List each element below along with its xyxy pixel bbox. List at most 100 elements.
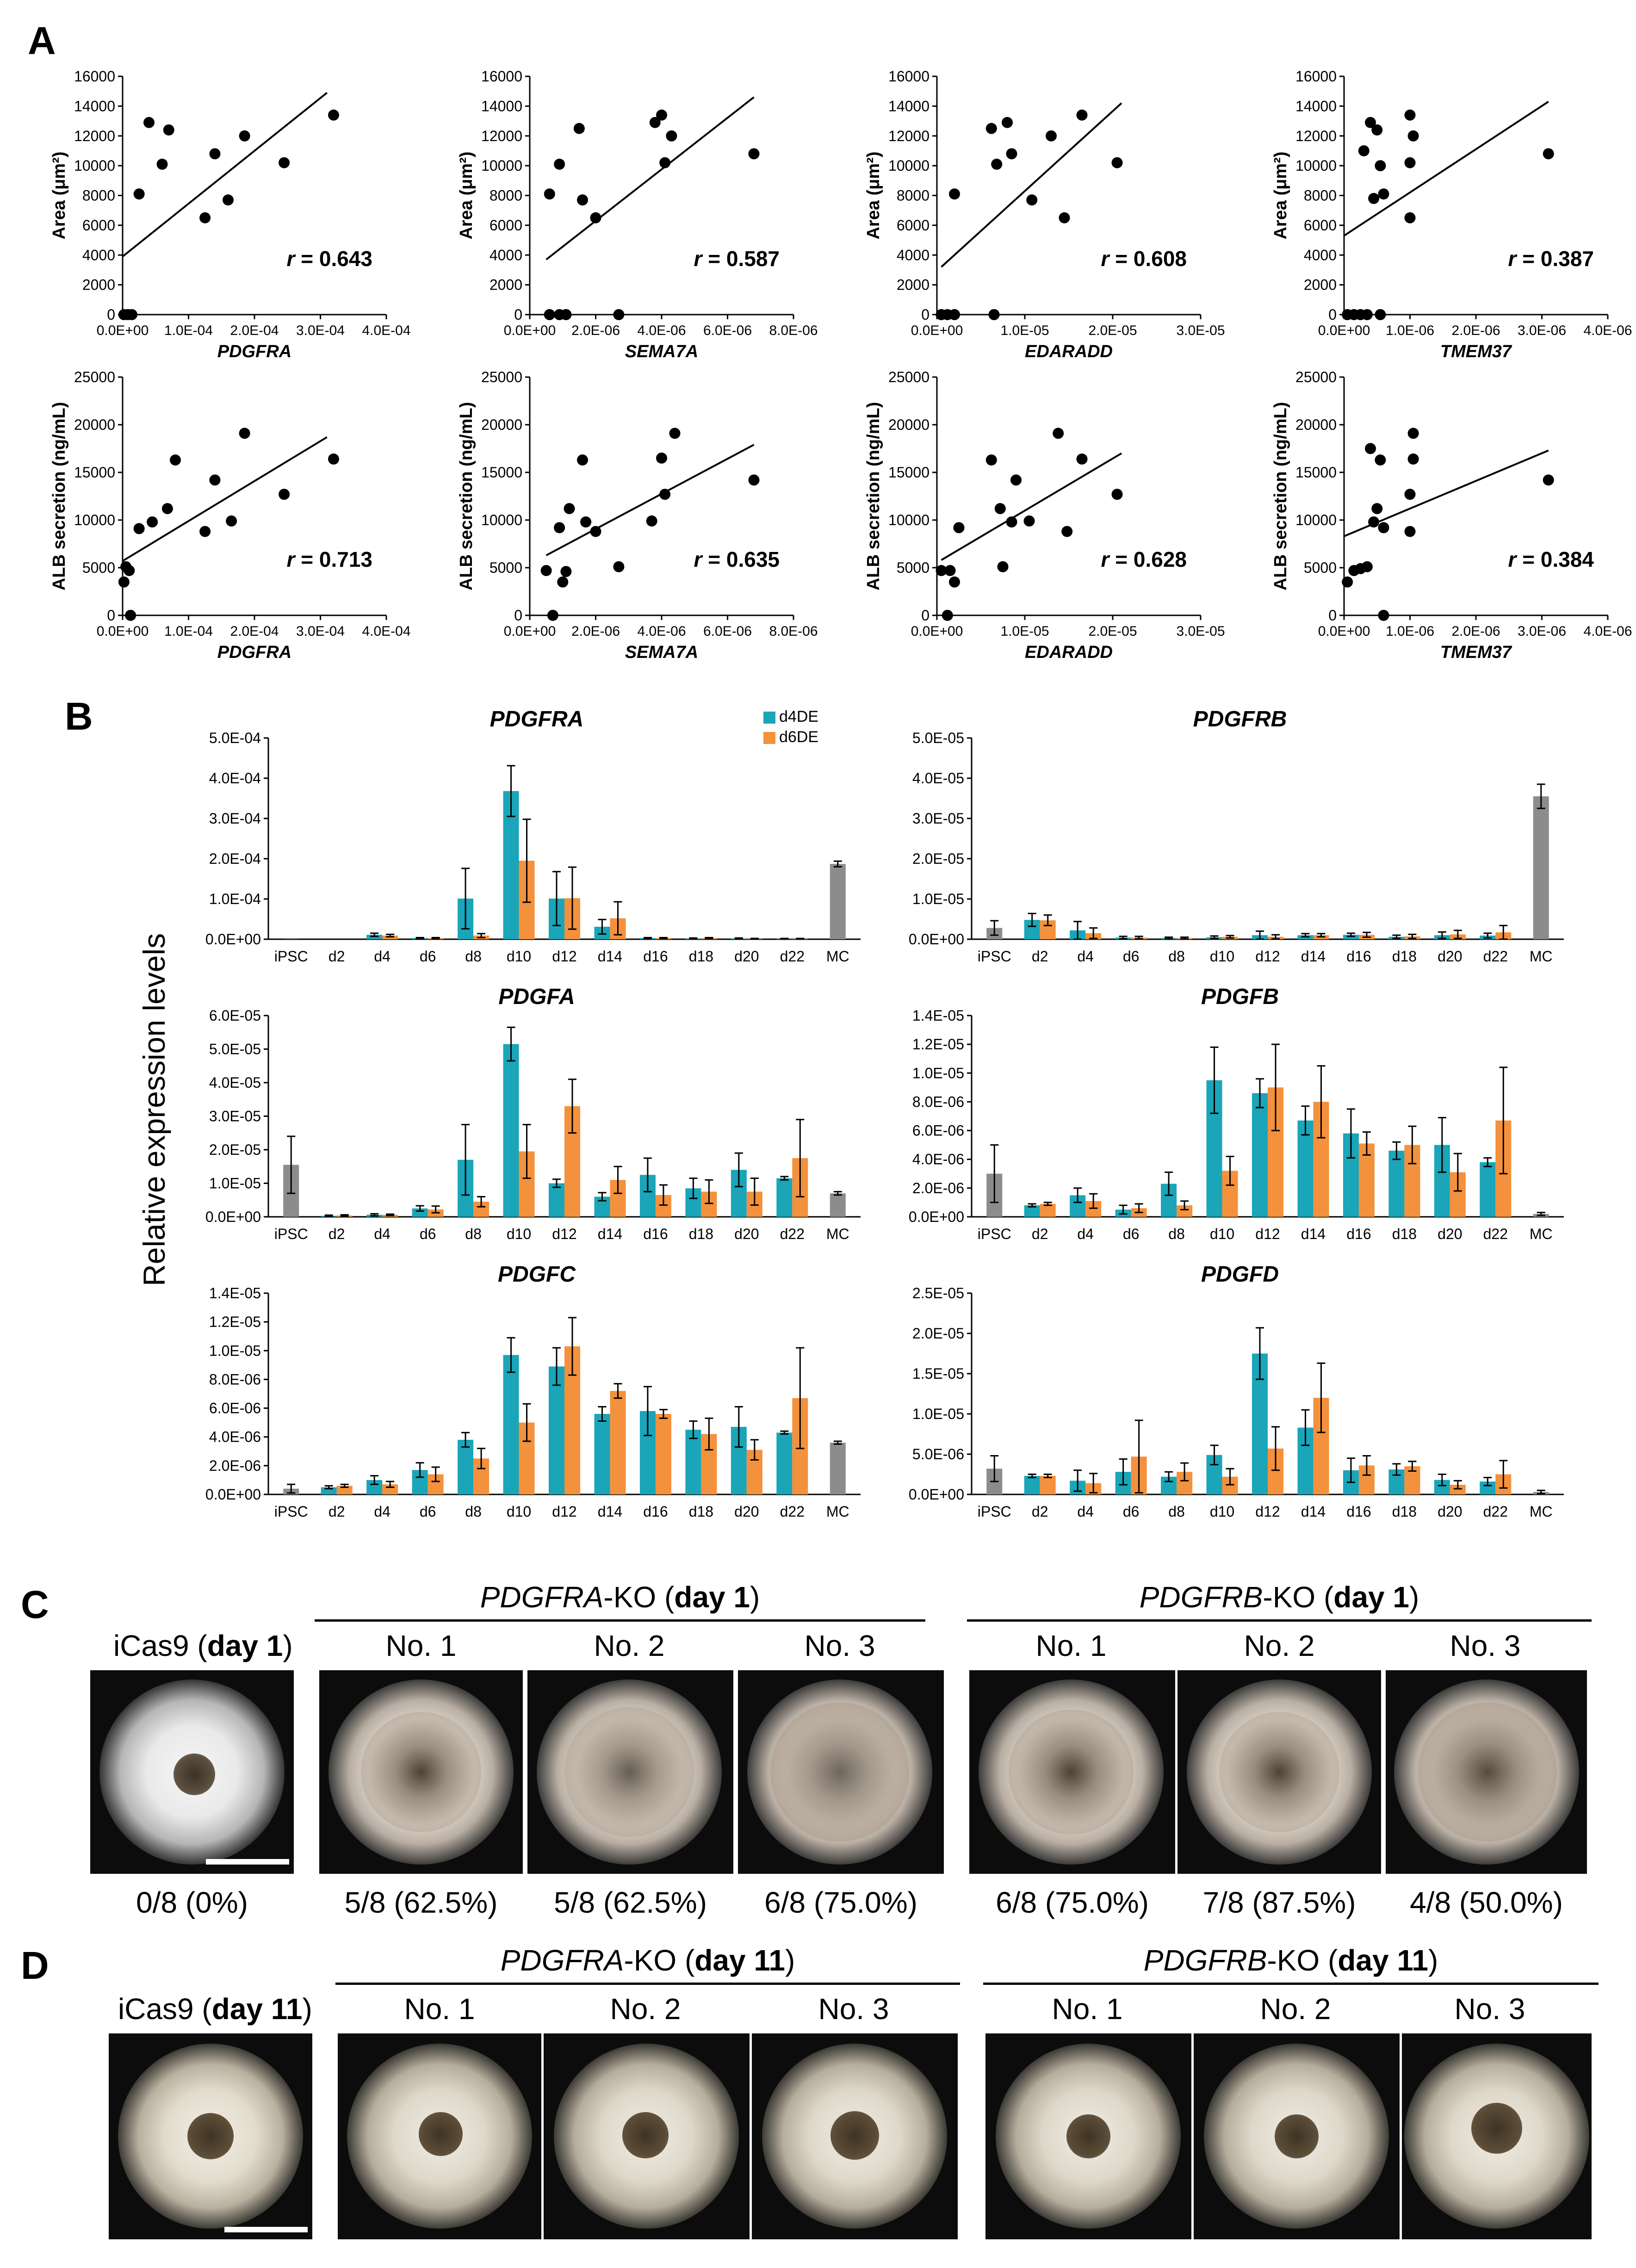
x-tick-label: 8.0E-06 (769, 323, 818, 338)
x-tick-label: d14 (1301, 1226, 1326, 1242)
data-point (1361, 309, 1373, 320)
data-point (1053, 428, 1064, 439)
scale-bar (224, 2227, 308, 2232)
data-point (577, 454, 588, 466)
y-tick-label: 15000 (481, 464, 522, 481)
x-tick-label: d2 (328, 1503, 345, 1520)
x-tick-label: d16 (643, 1503, 668, 1520)
panel-d-pdgfrb-ko-title: PDGFRB-KO (day 11) (1143, 1944, 1438, 1977)
panel-d-pdgfra-no3-label: No. 3 (818, 1992, 889, 2026)
x-tick-label: d8 (1168, 1226, 1185, 1242)
y-tick-label: 14000 (1295, 98, 1337, 114)
bar-chart-pdgfrb: 0.0E+00 1.0E-05 2.0E-05 3.0E-05 4.0E-05 5.0E-… (879, 707, 1582, 985)
bar (1040, 1204, 1056, 1217)
y-tick-label: 0 (514, 607, 522, 624)
bar (503, 1044, 519, 1217)
panel-d-pdgfra-no1-label: No. 1 (404, 1992, 475, 2026)
x-tick-label: d14 (1301, 948, 1326, 965)
x-tick-label: 1.0E-05 (1000, 624, 1049, 639)
bar (830, 1193, 846, 1217)
x-tick-label: 2.0E-06 (571, 624, 620, 639)
data-point (1006, 516, 1017, 528)
correlation-label: r = 0.587 (694, 247, 780, 271)
y-tick-label: 6000 (82, 217, 115, 234)
x-tick-label: 0.0E+00 (911, 624, 963, 639)
panel-d-pdgfra-ko-bracket (335, 1983, 960, 1985)
data-point (199, 212, 211, 223)
x-tick-label: MC (1530, 1226, 1553, 1242)
y-tick-label: 15000 (1295, 464, 1337, 481)
data-point (1361, 561, 1373, 572)
data-point (1111, 157, 1123, 168)
y-axis-label: ALB secretion (ng/mL) (864, 402, 883, 590)
data-point (279, 489, 290, 500)
x-tick-label: iPSC (274, 1226, 308, 1242)
y-tick-label: 4.0E-05 (209, 1074, 261, 1091)
data-point (1371, 124, 1383, 136)
y-tick-label: 12000 (74, 128, 115, 144)
y-tick-label: 8000 (490, 187, 522, 204)
x-tick-label: MC (826, 1503, 849, 1520)
y-tick-label: 1.0E-05 (912, 1065, 964, 1081)
y-tick-label: 25000 (74, 369, 115, 385)
trend-line (545, 444, 755, 556)
y-tick-label: 12000 (481, 128, 522, 144)
bar-chart-pdgfra: 0.0E+00 1.0E-04 2.0E-04 3.0E-04 4.0E-04 5.0E-… (176, 707, 879, 985)
y-tick-label: 6.0E-06 (912, 1122, 964, 1139)
x-tick-label: d2 (328, 1226, 345, 1242)
x-axis-label: PDGFRA (217, 342, 291, 361)
y-tick-label: 2.0E-06 (209, 1457, 261, 1474)
data-point (1543, 148, 1554, 160)
data-point (209, 474, 221, 486)
data-point (1543, 474, 1554, 486)
x-tick-label: d6 (1123, 1503, 1140, 1520)
x-axis-label: TMEM37 (1440, 342, 1512, 361)
x-tick-label: d16 (1346, 948, 1371, 965)
legend-swatch (763, 732, 775, 744)
data-point (1378, 522, 1389, 533)
data-point (540, 565, 552, 576)
y-tick-label: 5.0E-06 (912, 1446, 964, 1462)
panel-c-icas9-ratio: 0/8 (0%) (136, 1886, 248, 1919)
y-tick-label: 2000 (490, 277, 522, 293)
panel-c-pdgfra-no3-label: No. 3 (804, 1629, 875, 1662)
x-tick-label: 3.0E-06 (1518, 624, 1566, 639)
trend-line (122, 436, 328, 562)
x-tick-label: 0.0E+00 (911, 323, 963, 338)
y-tick-label: 10000 (74, 157, 115, 174)
legend-label: d6DE (779, 728, 818, 746)
x-tick-label: d8 (465, 1226, 482, 1242)
y-tick-label: 0 (1328, 607, 1337, 624)
x-tick-label: 4.0E-04 (362, 323, 410, 338)
x-tick-label: d16 (1346, 1503, 1371, 1520)
scatter-area-edaradd: 0 2000 4000 6000 8000 10000 12000 14000 16000 0.0… (814, 56, 1225, 361)
x-tick-label: MC (826, 948, 849, 965)
data-point (1407, 428, 1419, 439)
bar-chart-pdgfc: 0.0E+00 2.0E-06 4.0E-06 6.0E-06 8.0E-06 1.0E-… (176, 1262, 879, 1541)
y-tick-label: 3.0E-05 (209, 1108, 261, 1125)
x-tick-label: d10 (1210, 1226, 1234, 1242)
x-tick-label: 2.0E-05 (1088, 323, 1137, 338)
data-point (226, 515, 237, 527)
data-point (656, 452, 667, 464)
x-axis-label: PDGFRA (217, 643, 291, 662)
data-point (949, 188, 960, 200)
data-point (126, 309, 137, 320)
y-tick-label: 1.4E-05 (209, 1285, 261, 1301)
chart-title: PDGFRA (490, 707, 584, 731)
trend-line (122, 92, 328, 258)
y-tick-label: 1.2E-05 (209, 1314, 261, 1330)
data-point (1375, 160, 1386, 172)
y-tick-label: 1.0E-05 (912, 1406, 964, 1422)
y-tick-label: 1.0E-05 (209, 1175, 261, 1192)
correlation-label: r = 0.387 (1508, 247, 1594, 271)
data-point (1365, 117, 1376, 128)
panel-letter-c: C (21, 1583, 49, 1626)
x-tick-label: 2.0E-04 (230, 323, 279, 338)
panel-d-pdgfrb-no3-label: No. 3 (1454, 1992, 1525, 2026)
panel-c-pdgfrb-no3-ratio: 4/8 (50.0%) (1410, 1886, 1563, 1919)
x-tick-label: 2.0E-04 (230, 624, 279, 639)
correlation-label: r = 0.608 (1101, 247, 1187, 271)
data-point (649, 117, 661, 128)
panel-c-pdgfra-no2-ratio: 5/8 (62.5%) (554, 1886, 707, 1919)
